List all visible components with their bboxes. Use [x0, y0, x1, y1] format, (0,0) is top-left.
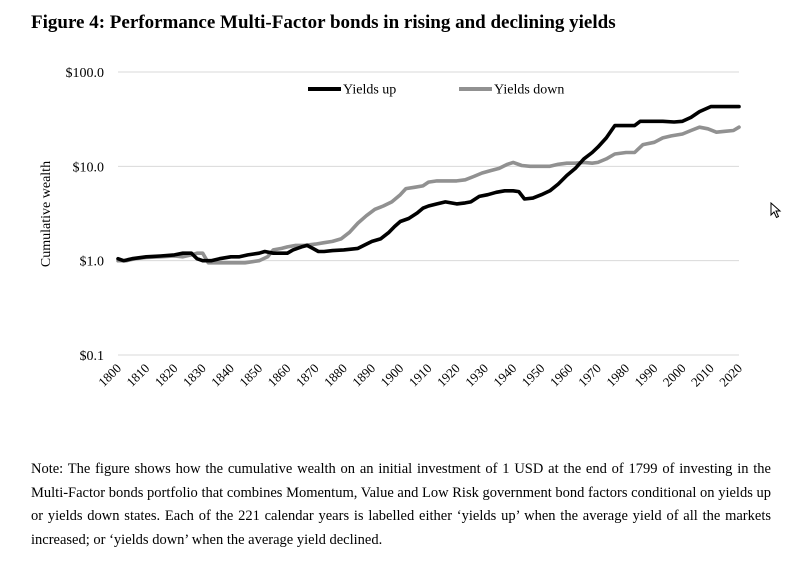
x-tick-label: 1990 — [631, 361, 660, 390]
x-tick-label: 1880 — [321, 361, 350, 390]
x-tick-label: 1930 — [462, 361, 491, 390]
legend: Yields up Yields down — [308, 83, 564, 98]
legend-label-yields-up: Yields up — [343, 83, 396, 98]
mouse-pointer-icon — [770, 202, 782, 219]
series-lines — [116, 104, 741, 265]
figure-note: Note: The figure shows how the cumulativ… — [31, 461, 771, 548]
x-tick-label: 1950 — [519, 361, 548, 390]
series-line-yields-down — [116, 125, 741, 265]
x-tick-label: 1920 — [434, 361, 463, 390]
x-tick-label: 1820 — [152, 361, 181, 390]
x-tick-label: 1860 — [264, 361, 293, 390]
x-tick-label: 1940 — [490, 361, 519, 390]
x-tick-label: 1830 — [180, 361, 209, 390]
legend-label-yields-down: Yields down — [494, 83, 564, 98]
x-tick-label: 1840 — [208, 361, 237, 390]
figure-title: Figure 4: Performance Multi-Factor bonds… — [31, 12, 616, 33]
y-tick-label: $1.0 — [80, 255, 105, 270]
x-tick-label: 1900 — [377, 361, 406, 390]
y-tick-label: $0.1 — [80, 349, 105, 364]
x-tick-label: 1800 — [95, 361, 124, 390]
x-tick-label: 2010 — [688, 361, 717, 390]
x-tick-label: 1850 — [236, 361, 265, 390]
x-tick-label: 1970 — [575, 361, 604, 390]
x-tick-label: 1870 — [293, 361, 322, 390]
gridlines — [118, 71, 739, 356]
x-tick-label: 1960 — [547, 361, 576, 390]
y-axis-label: Cumulative wealth — [39, 161, 54, 267]
y-tick-label: $10.0 — [73, 160, 105, 175]
x-axis-tick-labels: 1800 1810 1820 1830 1840 1850 1860 1870 1880 1890… — [95, 361, 745, 390]
x-tick-label: 2000 — [660, 361, 689, 390]
x-tick-label: 1810 — [123, 361, 152, 390]
series-line-yields-up — [116, 104, 741, 263]
y-axis-tick-labels: $100.0 $10.0 $1.0 $0.1 — [66, 66, 105, 364]
x-tick-label: 1910 — [406, 361, 435, 390]
y-tick-label: $100.0 — [66, 66, 105, 81]
x-tick-label: 1890 — [349, 361, 378, 390]
x-tick-label: 2020 — [716, 361, 745, 390]
line-chart: $100.0 $10.0 $1.0 $0.1 1800 1810 1820 1830 1840… — [39, 66, 745, 390]
x-tick-label: 1980 — [603, 361, 632, 390]
